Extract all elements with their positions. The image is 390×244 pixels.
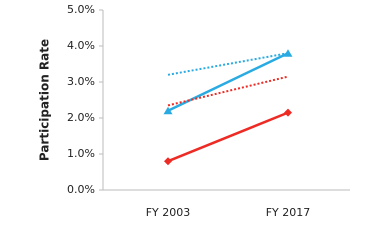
- series-line: [167, 52, 289, 112]
- marker: [284, 108, 292, 117]
- marker: [283, 49, 293, 57]
- x-tick-label: FY 2017: [266, 206, 311, 219]
- series-line: [167, 75, 289, 107]
- y-tick-label: 1.0%: [67, 147, 95, 160]
- y-axis-label: Participation Rate: [38, 39, 52, 161]
- y-tick-label: 0.0%: [67, 183, 95, 196]
- y-tick-label: 3.0%: [67, 75, 95, 88]
- x-tick-label: FY 2003: [146, 206, 191, 219]
- y-tick-label: 2.0%: [67, 111, 95, 124]
- y-tick-label: 5.0%: [67, 3, 95, 16]
- marker: [163, 106, 173, 115]
- y-tick-label: 4.0%: [67, 39, 95, 52]
- marker: [164, 157, 172, 166]
- series-line: [167, 111, 289, 163]
- series-line: [167, 52, 289, 76]
